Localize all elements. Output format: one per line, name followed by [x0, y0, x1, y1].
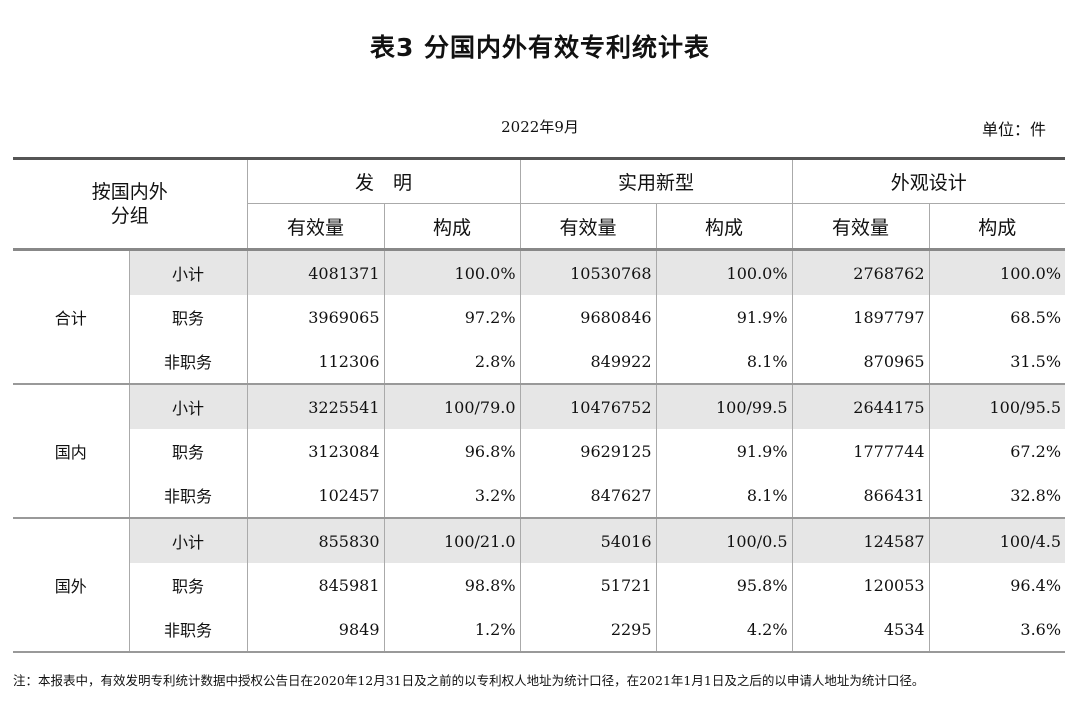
table-cell: 9629125	[520, 429, 657, 473]
unit-label: 单位：件	[981, 120, 1046, 139]
section-header-design: 外观设计	[792, 158, 1066, 204]
table-cell: 866431	[792, 473, 930, 518]
table-cell: 2644175	[792, 384, 930, 429]
group-header-line2: 分组	[110, 205, 149, 227]
footnote: 注：本报表中，有效发明专利统计数据中授权公告日在2020年12月31日及之前的以…	[13, 673, 925, 688]
table-cell: 100.0%	[656, 249, 793, 295]
row-category: 小计	[129, 249, 248, 295]
table-cell: 91.9%	[656, 429, 793, 473]
table-cell: 124587	[792, 518, 930, 563]
table-cell: 51721	[520, 563, 657, 607]
row-category: 职务	[129, 295, 248, 339]
group-domestic: 国内 小计 3225541 100/79.0 10476752 100/99.5…	[13, 384, 1066, 518]
table-row: 国内 小计 3225541 100/79.0 10476752 100/99.5…	[13, 384, 1066, 518]
table-cell: 9680846	[520, 295, 657, 339]
table-cell: 3.2%	[384, 473, 521, 518]
table-cell: 91.9%	[656, 295, 793, 339]
table-cell: 3225541	[247, 384, 385, 429]
patent-statistics-table: 按国内外 分组 发 明 实用新型 外观设计 有效量 构成 有效量 构成 有效量 …	[13, 157, 1066, 653]
table-row: 非职务 112306 2.8% 849922 8.1% 870965 31.5%	[13, 339, 1065, 384]
table-row: 国外 小计 855830 100/21.0 54016 100/0.5 1245…	[13, 518, 1066, 652]
table-cell: 10476752	[520, 384, 657, 429]
group-label: 国内	[13, 384, 130, 518]
table-cell: 4081371	[247, 249, 385, 295]
table-row: 职务 3123084 96.8% 9629125 91.9% 1777744 6…	[13, 429, 1065, 473]
row-category: 非职务	[129, 607, 248, 652]
table-cell: 10530768	[520, 249, 657, 295]
row-category: 非职务	[129, 339, 248, 384]
table-cell: 3123084	[247, 429, 385, 473]
table-cell: 31.5%	[1010, 351, 1062, 371]
table-row: 非职务 9849 1.2% 2295 4.2% 4534 3.6%	[13, 607, 1065, 652]
table-row: 职务 3969065 97.2% 9680846 91.9% 1897797 6…	[13, 295, 1065, 339]
table-cell: 855830	[247, 518, 385, 563]
group-label: 合计	[13, 249, 130, 384]
table-cell: 9849	[247, 607, 385, 652]
table-cell: 3.6%	[1020, 619, 1062, 639]
table-cell: 2295	[520, 607, 657, 652]
table-cell: 8.1%	[656, 473, 793, 518]
subheader-count: 有效量	[247, 203, 385, 250]
table-cell: 67.2%	[1010, 441, 1062, 461]
section-header-utility-model: 实用新型	[520, 158, 793, 204]
row-category: 小计	[129, 518, 248, 563]
table-cell: 1.2%	[384, 607, 521, 652]
table-cell: 847627	[520, 473, 657, 518]
table-cell: 120053	[792, 563, 930, 607]
table-cell: 849922	[520, 339, 657, 384]
group-label: 国外	[13, 518, 130, 652]
subheader-count: 有效量	[520, 203, 657, 250]
table-cell: 870965	[792, 339, 930, 384]
row-category: 职务	[129, 429, 248, 473]
table-cell: 98.8%	[384, 563, 521, 607]
table-title: 表3 分国内外有效专利统计表	[369, 33, 711, 62]
table-cell: 96.4%	[1010, 575, 1062, 595]
table-cell: 4.2%	[656, 607, 793, 652]
group-header-line1: 按国内外	[91, 181, 168, 203]
table-cell: 1897797	[792, 295, 930, 339]
table-cell: 100/4.5	[929, 518, 1066, 563]
subheader-share: 构成	[656, 203, 793, 250]
group-foreign: 国外 小计 855830 100/21.0 54016 100/0.5 1245…	[13, 518, 1066, 652]
table-cell: 4534	[792, 607, 930, 652]
table-cell: 2.8%	[384, 339, 521, 384]
table-cell: 32.8%	[1010, 485, 1062, 505]
table-cell: 95.8%	[656, 563, 793, 607]
table-cell: 100.0%	[929, 249, 1066, 295]
table-cell: 8.1%	[656, 339, 793, 384]
report-date: 2022年9月	[501, 118, 579, 136]
table-cell: 96.8%	[384, 429, 521, 473]
table-cell: 100/79.0	[384, 384, 521, 429]
table-cell: 3969065	[247, 295, 385, 339]
table-cell: 100/21.0	[384, 518, 521, 563]
table-cell: 100/99.5	[656, 384, 793, 429]
row-category: 职务	[129, 563, 248, 607]
row-category: 非职务	[129, 473, 248, 518]
subheader-share: 构成	[978, 216, 1017, 239]
section-header-invention: 发 明	[247, 158, 521, 204]
subheader-share: 构成	[384, 203, 521, 250]
table-cell: 102457	[247, 473, 385, 518]
table-cell: 97.2%	[384, 295, 521, 339]
table-row: 职务 845981 98.8% 51721 95.8% 120053 96.4%	[13, 563, 1065, 607]
table-cell: 1777744	[792, 429, 930, 473]
subheader-count: 有效量	[792, 203, 930, 250]
table-cell: 68.5%	[1010, 307, 1062, 327]
table-cell: 54016	[520, 518, 657, 563]
row-category: 小计	[129, 384, 248, 429]
table-cell: 2768762	[792, 249, 930, 295]
group-column-header: 按国内外 分组	[13, 158, 248, 250]
table-cell: 845981	[247, 563, 385, 607]
table-cell: 100.0%	[384, 249, 521, 295]
table-row: 非职务 102457 3.2% 847627 8.1% 866431 32.8%	[13, 473, 1065, 518]
table-cell: 112306	[247, 339, 385, 384]
table-cell: 100/0.5	[656, 518, 793, 563]
table-cell: 100/95.5	[929, 384, 1066, 429]
group-total: 合计 小计 4081371 100.0% 10530768 100.0% 276…	[13, 249, 1066, 384]
table-row: 合计 小计 4081371 100.0% 10530768 100.0% 276…	[13, 249, 1066, 384]
